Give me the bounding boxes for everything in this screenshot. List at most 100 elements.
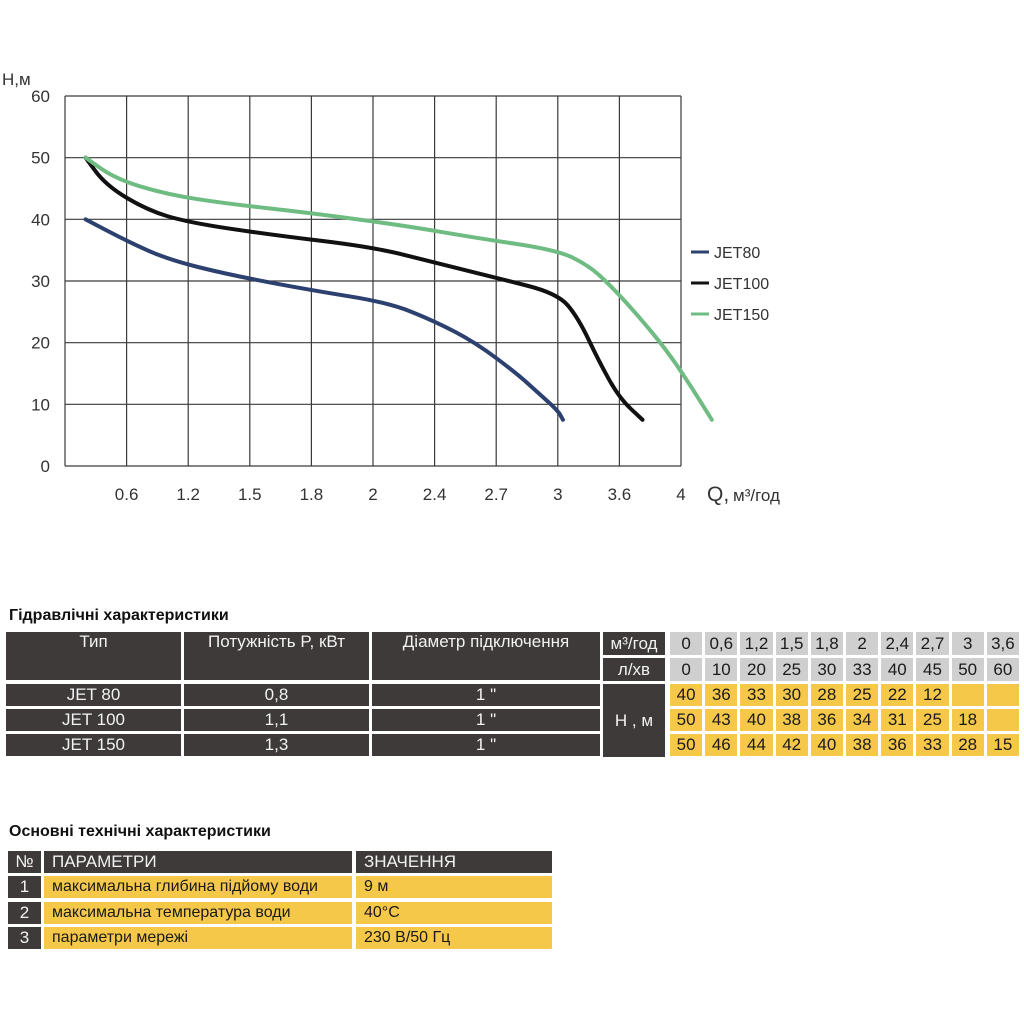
head-value: 31 [881,709,914,731]
flow-m3-value: 1,5 [775,632,808,655]
head-value: 36 [810,709,843,731]
head-value: 40 [670,684,703,706]
head-value: 28 [810,684,843,706]
head-value: 25 [916,709,949,731]
head-value: 30 [775,684,808,706]
flow-m3-value: 2,4 [881,632,914,655]
head-value: 50 [670,734,703,756]
head-value: 40 [740,709,773,731]
performance-chart: 0 10 20 30 40 50 60 0.6 1.2 1.5 1.8 2 2.4 2.7 3 3.6 4 H,м… [2,70,780,506]
head-value: 38 [775,709,808,731]
flow-m3-value: 2 [846,632,879,655]
flow-lmin-value: 60 [986,658,1019,681]
header-power: Потужність P, кВт [184,632,369,680]
head-value: 33 [916,734,949,756]
y-tick-label: 60 [31,87,50,106]
head-value: 15 [986,734,1019,756]
series-line-jet150 [83,155,714,422]
legend-label: JET150 [714,307,769,324]
series-line-jet80 [83,217,565,422]
y-axis-label: H,м [2,70,31,89]
tech-row-param: параметри мережі [44,927,352,949]
head-value: 50 [670,709,703,731]
head-value [986,709,1019,731]
row-power: 1,3 [184,734,369,756]
header-diameter: Діаметр підключення [372,632,600,680]
header-type: Тип [6,632,181,680]
flow-lmin-value: 0 [670,658,703,681]
tech-header-value: ЗНАЧЕННЯ [356,851,552,873]
head-value: 18 [951,709,984,731]
row-type: JET 100 [6,709,181,731]
row-power: 0,8 [184,684,369,706]
head-value: 12 [916,684,949,706]
flow-lmin-value: 33 [846,658,879,681]
head-value: 22 [881,684,914,706]
flow-m3-value: 2,7 [916,632,949,655]
head-value [951,684,984,706]
head-value: 36 [881,734,914,756]
x-tick-label: 2.4 [423,485,447,504]
x-tick-label: 2.7 [484,485,508,504]
flow-lmin-value: 50 [951,658,984,681]
flow-lmin-value: 20 [740,658,773,681]
hydraulic-title: Гідравлічні характеристики [9,607,229,624]
head-value: 34 [846,709,879,731]
head-value: 28 [951,734,984,756]
y-tick-label: 30 [31,272,50,291]
head-value [986,684,1019,706]
x-tick-label: 1.5 [238,485,262,504]
header-flow-m3: м³/год [603,632,665,655]
flow-m3-value: 0,6 [705,632,738,655]
x-tick-label: 3.6 [608,485,632,504]
tech-row-param: максимальна глибина підйому води [44,876,352,898]
flow-lmin-value: 25 [775,658,808,681]
tech-row-param: максимальна температура води [44,901,352,924]
header-flow-lmin: л/хв [603,658,665,681]
tech-header-num: № [8,851,41,873]
y-tick-label: 0 [41,457,50,476]
tech-row-num: 3 [8,927,41,949]
flow-m3-value: 3 [951,632,984,655]
series-line-jet100 [83,155,645,422]
x-tick-label: 0.6 [115,485,139,504]
head-value: 46 [705,734,738,756]
y-tick-label: 40 [31,210,50,229]
y-tick-label: 50 [31,149,50,168]
x-tick-label: 2 [368,485,377,504]
tech-row-value: 230 В/50 Гц [356,927,552,949]
header-head: Н , м [603,684,665,757]
legend-label: JET80 [714,245,760,262]
row-diameter: 1 " [372,684,600,706]
row-diameter: 1 " [372,709,600,731]
head-value: 38 [846,734,879,756]
tech-row-value: 9 м [356,876,552,898]
head-value: 40 [810,734,843,756]
tech-header-param: ПАРАМЕТРИ [44,851,352,873]
flow-m3-value: 1,8 [810,632,843,655]
x-axis-unit: м³/год [733,486,780,505]
flow-lmin-value: 40 [881,658,914,681]
x-axis-label: Q, [707,483,729,506]
flow-m3-value: 1,2 [740,632,773,655]
head-value: 44 [740,734,773,756]
tech-row-num: 2 [8,901,41,924]
x-tick-label: 1.8 [300,485,324,504]
tech-row-num: 1 [8,876,41,898]
head-value: 42 [775,734,808,756]
head-value: 25 [846,684,879,706]
flow-lmin-value: 45 [916,658,949,681]
head-value: 43 [705,709,738,731]
row-power: 1,1 [184,709,369,731]
tech-row-value: 40°С [356,901,552,924]
row-diameter: 1 " [372,734,600,756]
y-tick-label: 10 [31,395,50,414]
flow-lmin-value: 10 [705,658,738,681]
flow-lmin-value: 30 [810,658,843,681]
row-type: JET 150 [6,734,181,756]
x-tick-label: 3 [553,485,562,504]
legend-label: JET100 [714,276,769,293]
row-type: JET 80 [6,684,181,706]
head-value: 36 [705,684,738,706]
y-tick-label: 20 [31,334,50,353]
